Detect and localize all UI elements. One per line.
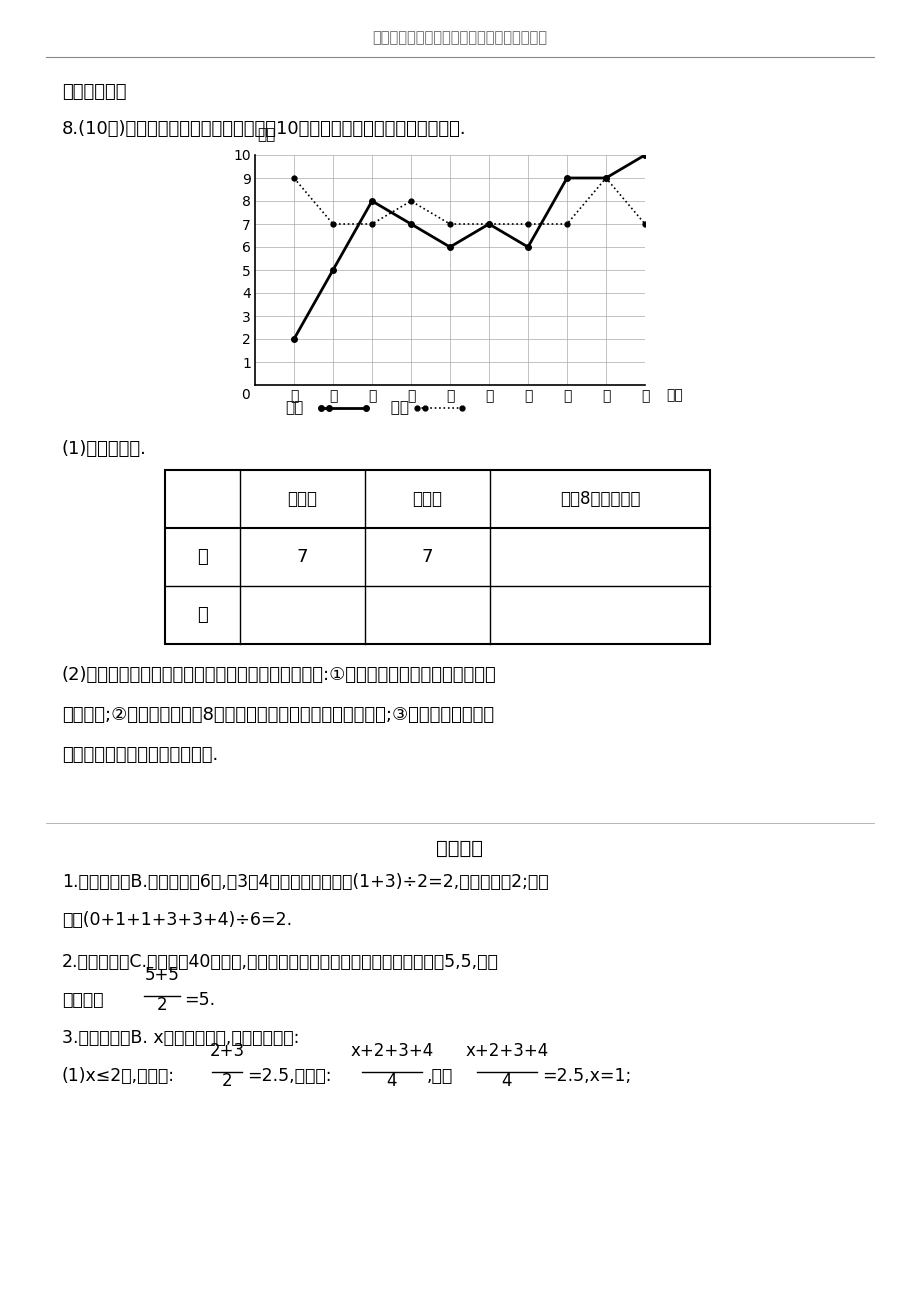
Text: 1.【解析】选B.这组数据共6个,第3、4个数据的平均数是(1+3)÷2=2,即中位数是2;平均: 1.【解析】选B.这组数据共6个,第3、4个数据的平均数是(1+3)÷2=2,即…: [62, 874, 548, 891]
Text: 2: 2: [156, 996, 167, 1014]
Text: 0: 0: [241, 388, 249, 402]
Text: 甲：: 甲：: [285, 401, 303, 415]
Text: 中位数: 中位数: [412, 490, 442, 508]
Text: 2+3: 2+3: [210, 1042, 244, 1060]
Text: 环数: 环数: [256, 128, 275, 142]
Text: 次数: 次数: [665, 388, 683, 402]
Text: 击命中环数的走势看谁更有潜力.: 击命中环数的走势看谁更有潜力.: [62, 746, 218, 764]
Text: 甲: 甲: [197, 548, 208, 566]
Text: 成绩好些;②从平均数和命中8环以上的次数相结合看谁的成绩好些;③从折线图上两人射: 成绩好些;②从平均数和命中8环以上的次数相结合看谁的成绩好些;③从折线图上两人射: [62, 706, 494, 724]
Text: 7: 7: [297, 548, 308, 566]
Text: =2.5,平均数:: =2.5,平均数:: [246, 1068, 331, 1085]
Text: 3.【解析】选B. x有三种可能性,分类讨论如下:: 3.【解析】选B. x有三种可能性,分类讨论如下:: [62, 1029, 299, 1047]
Text: 2.【解析】选C.本题共有40个数据,按从小到大的顺序排列后中间两个数分别为5,5,所以: 2.【解析】选C.本题共有40个数据,按从小到大的顺序排列后中间两个数分别为5,…: [62, 953, 498, 971]
Text: x+2+3+4: x+2+3+4: [350, 1042, 433, 1060]
Text: (1)请填写下表.: (1)请填写下表.: [62, 440, 147, 458]
Text: 乙：: 乙：: [380, 401, 409, 415]
Text: x+2+3+4: x+2+3+4: [465, 1042, 548, 1060]
Text: 平均数: 平均数: [287, 490, 317, 508]
Text: (2)请从下列三个不同的角度对这次测试结果进行分析:①从平均数和中位数相结合看谁的: (2)请从下列三个不同的角度对这次测试结果进行分析:①从平均数和中位数相结合看谁…: [62, 667, 496, 684]
Text: 答案解析: 答案解析: [436, 838, 483, 858]
Text: 命中8环以上次数: 命中8环以上次数: [559, 490, 640, 508]
Text: =2.5,x=1;: =2.5,x=1;: [541, 1068, 630, 1085]
Text: 【拓展延伸】: 【拓展延伸】: [62, 83, 127, 102]
Text: (1)x≤2时,中位数:: (1)x≤2时,中位数:: [62, 1068, 175, 1085]
Text: 5+5: 5+5: [144, 966, 179, 984]
Text: 7: 7: [421, 548, 433, 566]
Text: 4: 4: [501, 1072, 512, 1090]
Text: ,所以: ,所以: [426, 1068, 453, 1085]
Text: 中位数为: 中位数为: [62, 991, 104, 1009]
Text: 最新海量高中、初中教学课件尽在金镝头文库: 最新海量高中、初中教学课件尽在金镝头文库: [372, 30, 547, 46]
Bar: [165, 470, 709, 644]
Text: 数是(0+1+1+3+3+4)÷6=2.: 数是(0+1+1+3+3+4)÷6=2.: [62, 911, 292, 930]
Text: =5.: =5.: [184, 991, 215, 1009]
Text: 乙: 乙: [197, 605, 208, 624]
Text: 8.(10分)甲、乙两人在相同条件下各射靶10次，每次射靶的成绩情况如图所示.: 8.(10分)甲、乙两人在相同条件下各射靶10次，每次射靶的成绩情况如图所示.: [62, 120, 466, 138]
Text: 2: 2: [221, 1072, 233, 1090]
Text: 4: 4: [386, 1072, 397, 1090]
